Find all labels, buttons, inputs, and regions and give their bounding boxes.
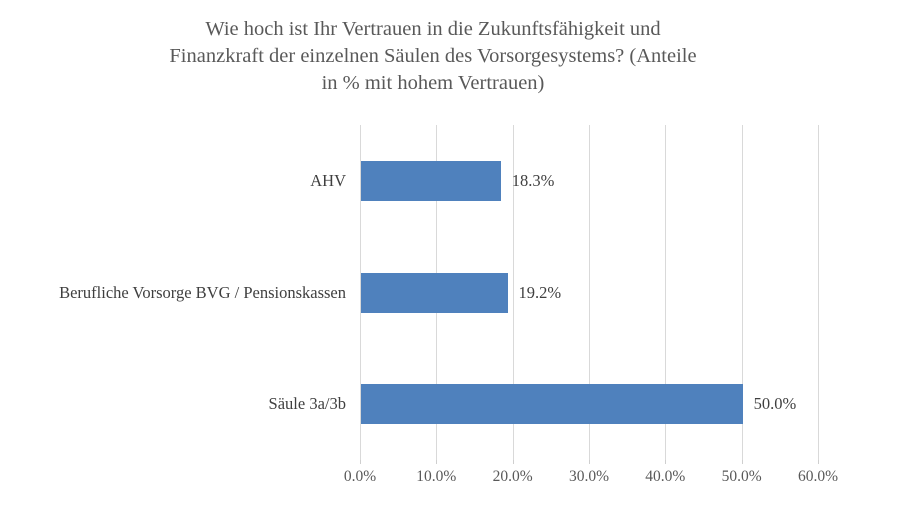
- category-label: Säule 3a/3b: [268, 394, 346, 414]
- x-axis-tick-label: 0.0%: [343, 468, 377, 485]
- chart-title-line: Finanzkraft der einzelnen Säulen des Vor…: [169, 45, 697, 67]
- x-axis-tick-label: 50.0%: [721, 468, 762, 485]
- x-axis-tick-label: 60.0%: [797, 468, 839, 485]
- axis-tick: [741, 460, 743, 464]
- bar: [361, 384, 743, 425]
- axis-tick: [589, 460, 590, 464]
- category-label: AHV: [310, 170, 346, 190]
- bar: [361, 272, 508, 313]
- x-axis-tick-label: 20.0%: [492, 468, 533, 485]
- chart-title-line: Wie hoch ist Ihr Vertrauen in die Zukunf…: [205, 18, 661, 40]
- bar: [361, 160, 501, 201]
- gridline: [360, 125, 361, 460]
- gridline: [665, 125, 667, 460]
- x-axis-tick-label: 40.0%: [645, 468, 686, 485]
- value-label: 50.0%: [753, 394, 797, 414]
- chart-title-line: in % mit hohem Vertrauen): [321, 72, 545, 94]
- value-label: 18.3%: [511, 170, 555, 190]
- chart-title: Wie hoch ist Ihr Vertrauen in die Zukunf…: [83, 16, 783, 97]
- gridline: [512, 125, 514, 460]
- axis-tick: [436, 460, 438, 464]
- axis-tick: [818, 460, 819, 464]
- axis-tick: [360, 460, 361, 464]
- x-axis-tick-label: 10.0%: [416, 468, 457, 485]
- gridline: [589, 125, 590, 460]
- gridline: [741, 125, 743, 460]
- value-label: 19.2%: [518, 282, 562, 302]
- x-axis-tick-label: 30.0%: [568, 468, 610, 485]
- axis-tick: [665, 460, 667, 464]
- category-label: Berufliche Vorsorge BVG / Pensionskassen: [59, 282, 346, 302]
- gridline: [818, 125, 819, 460]
- axis-tick: [512, 460, 514, 464]
